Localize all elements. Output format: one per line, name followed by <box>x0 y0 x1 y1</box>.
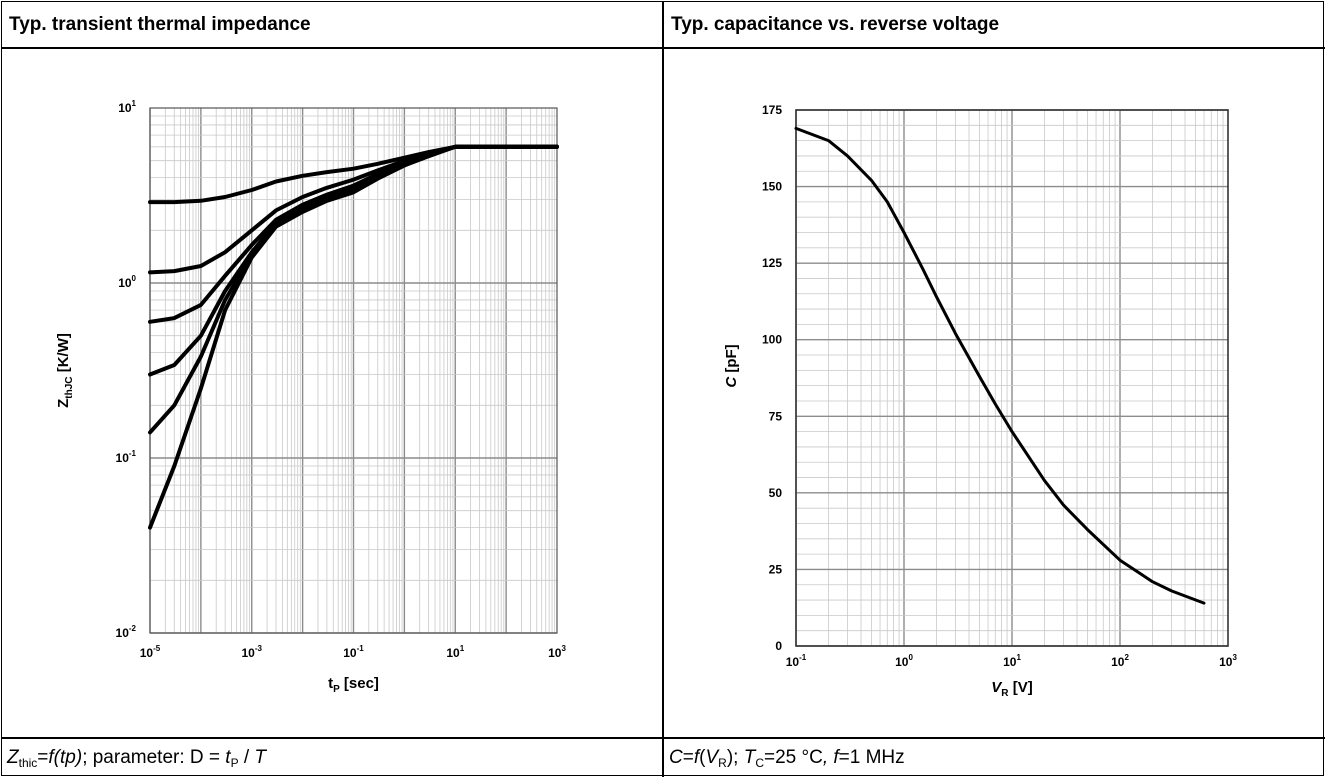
right-x-tick-label: 102 <box>1111 653 1129 669</box>
right-series-line-1 <box>794 126 1206 605</box>
left-x-tick-label: 10-5 <box>140 644 161 660</box>
left-x-tick-label: 101 <box>446 644 464 660</box>
left-y-tick-label: 10-2 <box>116 624 137 640</box>
right-panel-title: Typ. capacitance vs. reverse voltage <box>671 14 1000 35</box>
left-x-axis-label: tP [sec] <box>328 675 379 695</box>
right-y-tick-label: 150 <box>762 180 782 194</box>
left-y-axis-label: ZthJC [K/W] <box>55 333 75 408</box>
right-plot-border <box>795 109 1229 647</box>
footer-divider <box>1 737 1325 739</box>
left-panel-title: Typ. transient thermal impedance <box>9 14 311 35</box>
right-y-tick-label: 100 <box>762 333 782 347</box>
left-x-tick-label: 10-3 <box>242 644 263 660</box>
right-x-tick-label: 103 <box>1219 653 1237 669</box>
right-grid <box>795 109 1228 647</box>
right-x-tick-label: 101 <box>1003 653 1021 669</box>
right-y-axis-label: C [pF] <box>723 344 740 387</box>
right-y-tick-label: 75 <box>769 409 783 423</box>
header-divider <box>1 47 1325 49</box>
left-plot-border <box>149 107 558 634</box>
left-y-tick-label: 10-1 <box>116 449 137 465</box>
right-panel-caption: C=f(VR); TC=25 °C, f=1 MHz <box>669 747 905 770</box>
left-y-tick-label: 101 <box>118 99 136 115</box>
right-x-tick-label: 100 <box>895 653 913 669</box>
right-y-tick-label: 25 <box>769 562 783 576</box>
right-x-axis-label: VR [V] <box>991 679 1032 699</box>
right-y-tick-label: 50 <box>769 486 783 500</box>
right-y-tick-label: 0 <box>775 639 782 653</box>
left-x-tick-label: 10-1 <box>343 644 364 660</box>
left-x-tick-label: 103 <box>548 644 566 660</box>
thermal-impedance-chart: 10-5 10-3 10-1 101 103 10-2 10-1 100 101 tP [sec]… <box>55 99 566 695</box>
capacitance-chart: 10-1 100 101 102 103 0 25 50 75 100 125 150 175 VR [V… <box>723 103 1237 699</box>
left-series-line-6 <box>148 144 559 530</box>
right-x-tick-label: 10-1 <box>786 653 807 669</box>
column-divider <box>662 1 664 777</box>
right-y-tick-label: 175 <box>762 103 782 117</box>
left-y-tick-label: 100 <box>118 274 136 290</box>
left-panel-caption: Zthic=f(tp); parameter: D = tP / T <box>7 747 267 770</box>
right-y-tick-label: 125 <box>762 256 782 270</box>
